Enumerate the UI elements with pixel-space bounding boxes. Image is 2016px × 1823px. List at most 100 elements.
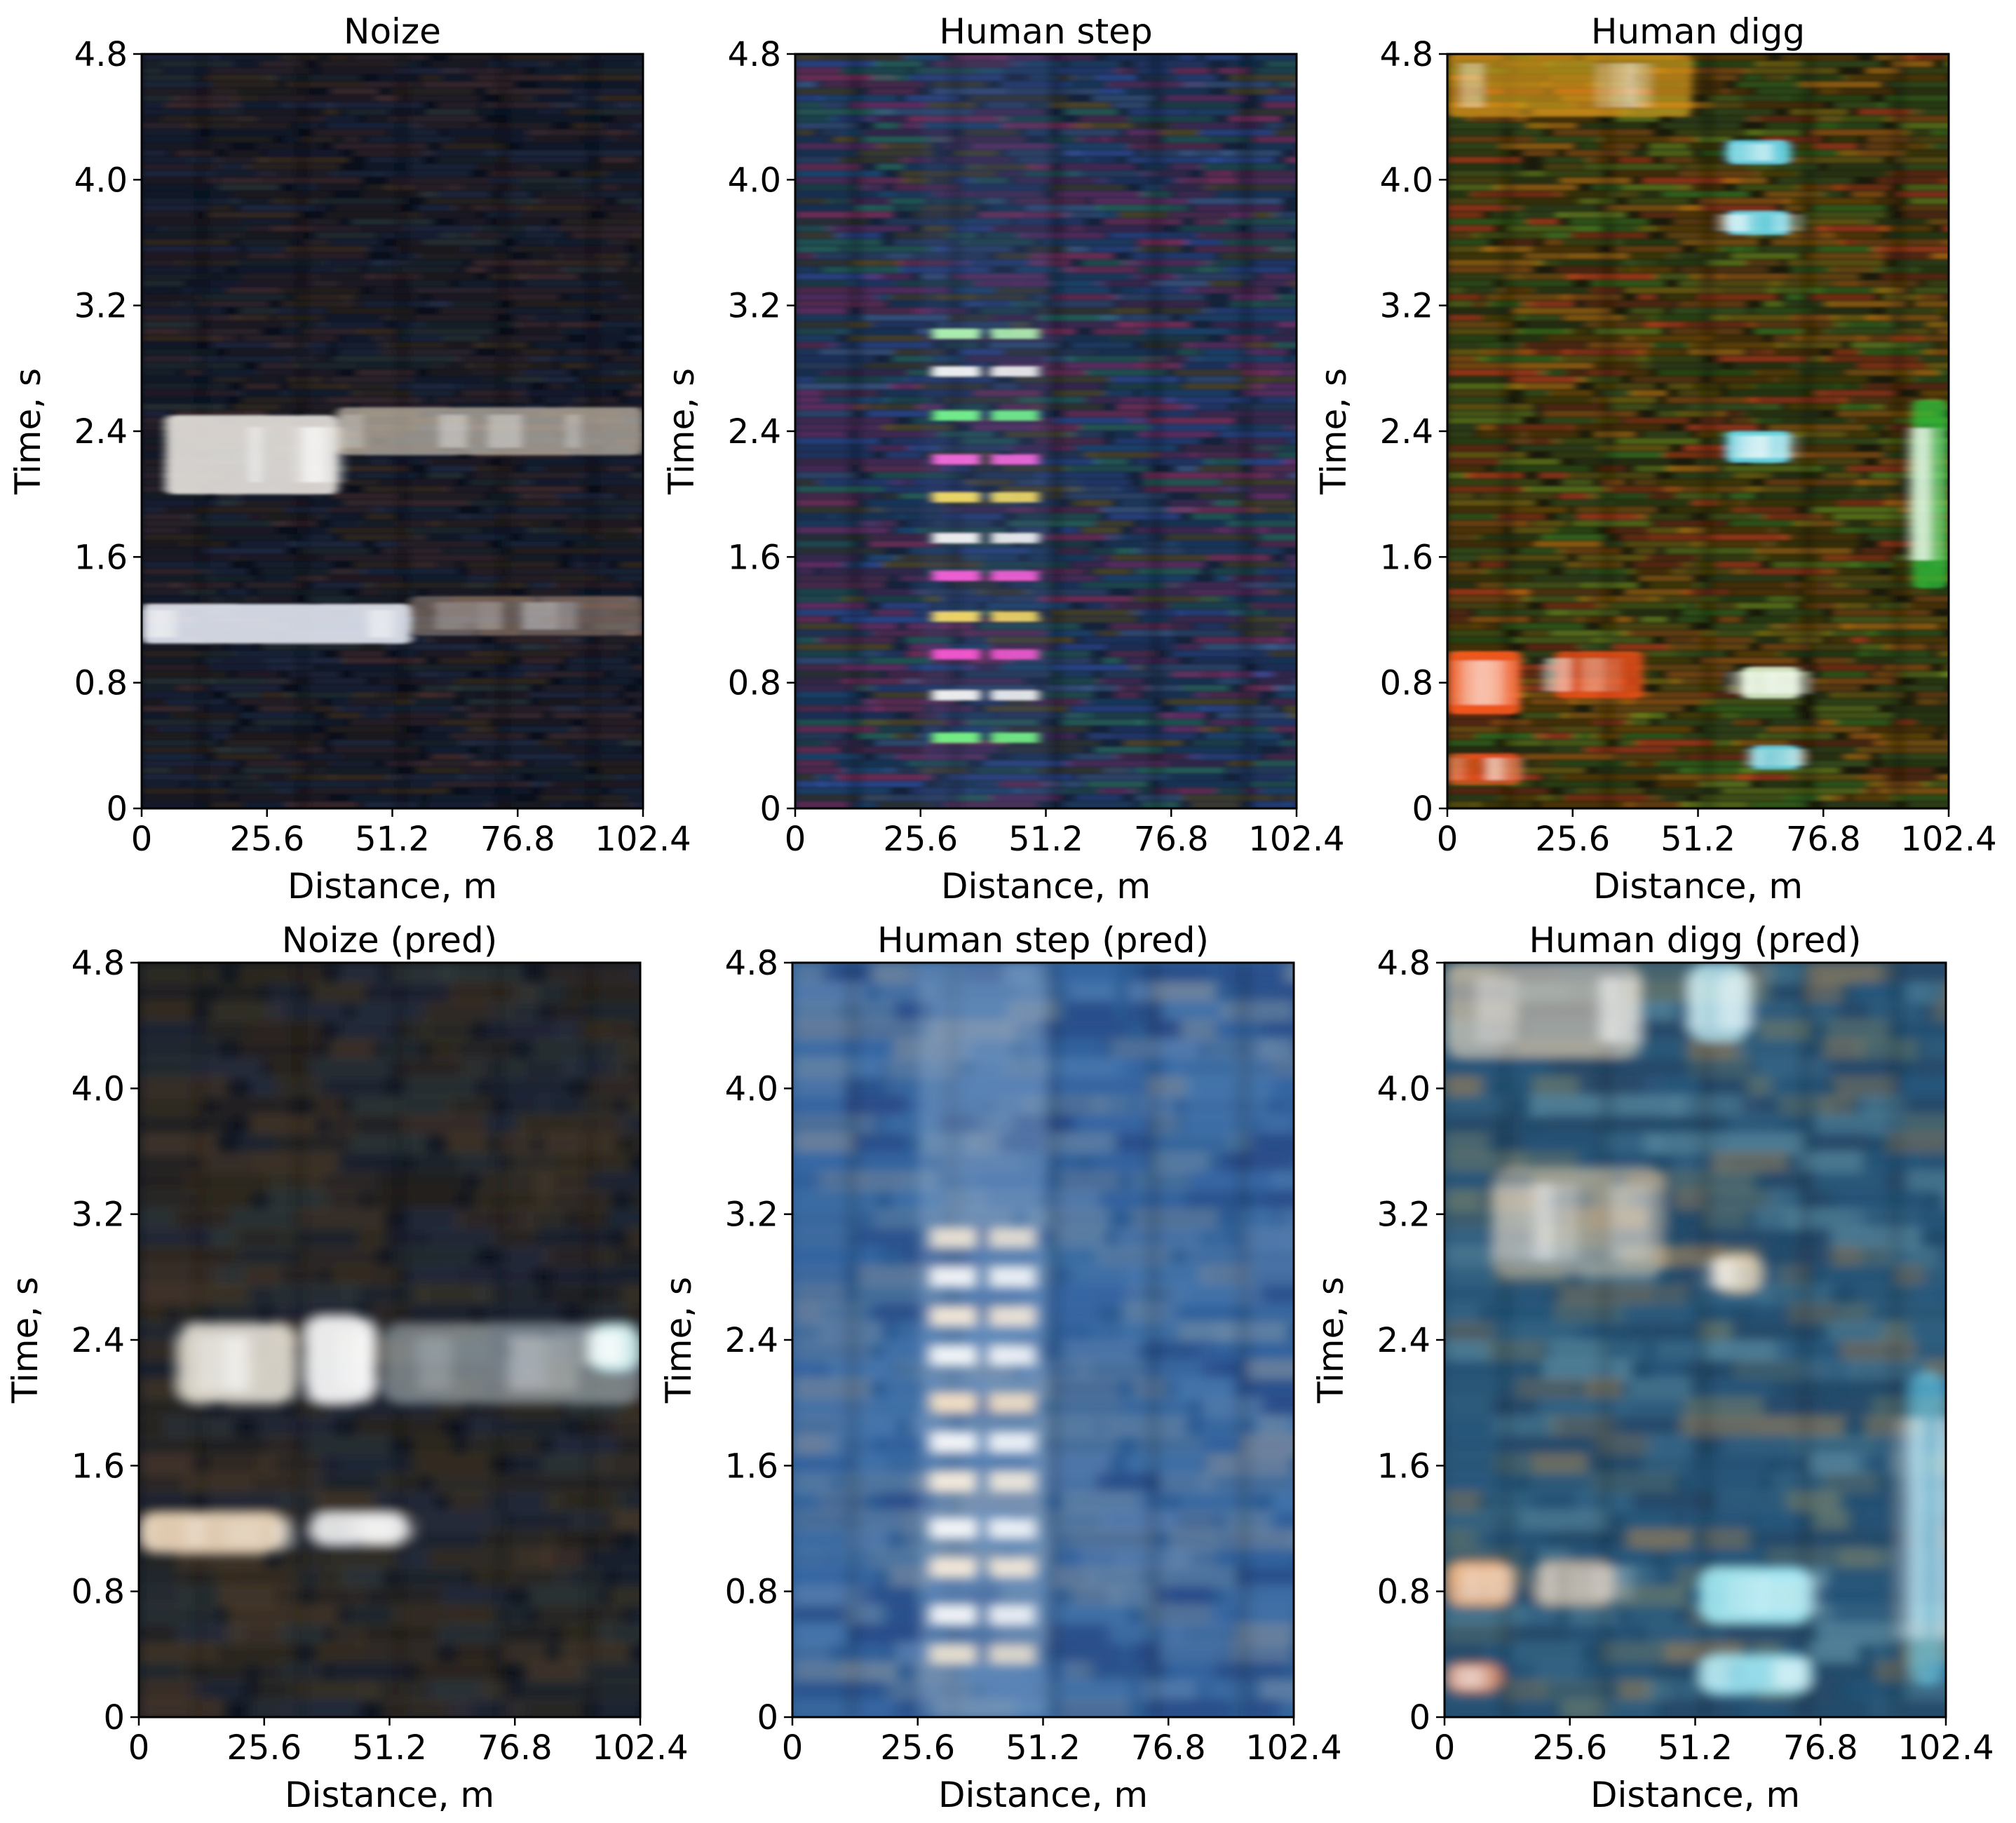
- x-axis: 0 25.6 51.2 76.8 102.4: [1437, 808, 1997, 859]
- highlight-region: [142, 604, 412, 644]
- step-mark: [989, 1306, 1036, 1327]
- y-tick-label: 2.4: [74, 412, 128, 452]
- step-mark: [933, 733, 980, 743]
- y-tick-label: 0.8: [1380, 664, 1433, 703]
- step-mark: [989, 1346, 1036, 1366]
- step-mark: [930, 1519, 977, 1538]
- y-axis: 0 0.8 1.6 2.4 3.2 4.0 4.8: [728, 35, 795, 829]
- x-tick-label: 25.6: [1535, 820, 1610, 859]
- heatmap-image: [1447, 54, 1949, 808]
- x-axis: 0 25.6 51.2 76.8 102.4: [131, 808, 691, 859]
- step-mark: [992, 366, 1039, 377]
- x-tick-label: 102.4: [1248, 820, 1344, 859]
- y-tick-label: 2.4: [728, 412, 781, 452]
- subplot-1: 0 25.6 51.2 76.8 102.4 0 0.8 1.6 2.4 3.2 4.0 4.8 Noi…: [8, 11, 691, 907]
- y-axis: 0 0.8 1.6 2.4 3.2 4.0 4.8: [1377, 944, 1445, 1737]
- x-axis: 0 25.6 51.2 76.8 102.4: [782, 1717, 1342, 1768]
- y-tick-label: 3.2: [728, 287, 781, 326]
- step-mark: [989, 1644, 1036, 1665]
- y-tick-label: 3.2: [725, 1195, 778, 1235]
- step-mark: [992, 733, 1039, 743]
- subplot-title: Human step (pred): [877, 920, 1209, 961]
- heatmap-image: [142, 54, 643, 808]
- step-mark: [930, 1432, 977, 1452]
- y-tick-label: 0: [1409, 1698, 1430, 1737]
- heatmap-image: [792, 963, 1294, 1717]
- x-tick-label: 25.6: [229, 820, 304, 859]
- y-axis: 0 0.8 1.6 2.4 3.2 4.0 4.8: [74, 35, 142, 829]
- step-mark: [992, 611, 1039, 622]
- subplot-title: Noize (pred): [282, 920, 498, 961]
- subplot-3: 0 25.6 51.2 76.8 102.4 0 0.8 1.6 2.4 3.2 4.0 4.8 Hum…: [1313, 11, 1997, 907]
- y-tick-label: 2.4: [72, 1321, 125, 1360]
- y-tick-label: 4.8: [72, 944, 125, 983]
- x-axis-label: Distance, m: [1593, 866, 1803, 907]
- step-mark: [933, 611, 980, 622]
- x-axis-label: Distance, m: [285, 1775, 494, 1815]
- step-mark: [930, 1228, 977, 1248]
- step-mark: [933, 366, 980, 377]
- subplot-title: Human step: [939, 11, 1152, 52]
- x-tick-label: 25.6: [1532, 1728, 1607, 1768]
- x-tick-label: 25.6: [883, 820, 958, 859]
- y-tick-label: 1.6: [728, 538, 781, 577]
- step-mark: [989, 1519, 1036, 1538]
- y-axis: 0 0.8 1.6 2.4 3.2 4.0 4.8: [1380, 35, 1447, 829]
- step-mark: [992, 690, 1039, 700]
- y-tick-label: 3.2: [74, 287, 128, 326]
- x-tick-label: 51.2: [1008, 820, 1083, 859]
- x-tick-label: 51.2: [1658, 1728, 1733, 1768]
- x-tick-label: 102.4: [592, 1728, 688, 1768]
- x-tick-label: 76.8: [1134, 820, 1209, 859]
- step-mark: [930, 1471, 977, 1491]
- step-mark: [992, 571, 1039, 581]
- step-mark: [989, 1558, 1036, 1578]
- step-mark: [930, 1346, 977, 1366]
- x-tick-label: 76.8: [480, 820, 555, 859]
- y-tick-label: 4.0: [72, 1069, 125, 1109]
- highlight-region: [1447, 54, 1693, 117]
- y-axis: 0 0.8 1.6 2.4 3.2 4.0 4.8: [72, 944, 139, 1737]
- y-tick-label: 3.2: [1377, 1195, 1430, 1235]
- step-mark: [933, 649, 980, 660]
- x-axis-label: Distance, m: [938, 1775, 1148, 1815]
- x-tick-label: 0: [1437, 820, 1459, 859]
- x-tick-label: 51.2: [355, 820, 430, 859]
- subplot-5: 0 25.6 51.2 76.8 102.4 0 0.8 1.6 2.4 3.2 4.0 4.8 Hum…: [658, 920, 1342, 1815]
- y-tick-label: 3.2: [72, 1195, 125, 1235]
- x-tick-label: 25.6: [226, 1728, 302, 1768]
- y-axis-label: Time, s: [658, 1277, 699, 1404]
- y-tick-label: 0: [757, 1698, 778, 1737]
- y-tick-label: 2.4: [725, 1321, 778, 1360]
- x-tick-label: 51.2: [1660, 820, 1736, 859]
- y-tick-label: 4.0: [1377, 1069, 1430, 1109]
- y-axis-label: Time, s: [661, 368, 702, 495]
- x-tick-label: 76.8: [1786, 820, 1861, 859]
- x-tick-label: 25.6: [880, 1728, 955, 1768]
- x-tick-label: 51.2: [352, 1728, 427, 1768]
- step-mark: [930, 1644, 977, 1665]
- step-mark: [933, 329, 980, 339]
- x-axis-label: Distance, m: [941, 866, 1151, 907]
- step-mark: [989, 1228, 1036, 1248]
- y-axis: 0 0.8 1.6 2.4 3.2 4.0 4.8: [725, 944, 792, 1737]
- step-mark: [989, 1471, 1036, 1491]
- subplot-title: Human digg (pred): [1529, 920, 1862, 961]
- step-mark: [992, 492, 1039, 503]
- heatmap-image: [795, 54, 1297, 808]
- y-tick-label: 0.8: [728, 664, 781, 703]
- x-axis-label: Distance, m: [287, 866, 497, 907]
- y-tick-label: 0.8: [74, 664, 128, 703]
- x-tick-label: 0: [782, 1728, 804, 1768]
- step-mark: [933, 571, 980, 581]
- x-axis: 0 25.6 51.2 76.8 102.4: [785, 808, 1345, 859]
- y-tick-label: 0: [1412, 789, 1433, 829]
- y-tick-label: 1.6: [74, 538, 128, 577]
- y-axis-label: Time, s: [5, 1277, 46, 1404]
- y-tick-label: 0: [759, 789, 781, 829]
- step-mark: [930, 1306, 977, 1327]
- step-mark: [989, 1392, 1036, 1413]
- y-tick-label: 0.8: [725, 1573, 778, 1612]
- heatmap-image: [139, 963, 640, 1717]
- x-axis: 0 25.6 51.2 76.8 102.4: [1434, 1717, 1994, 1768]
